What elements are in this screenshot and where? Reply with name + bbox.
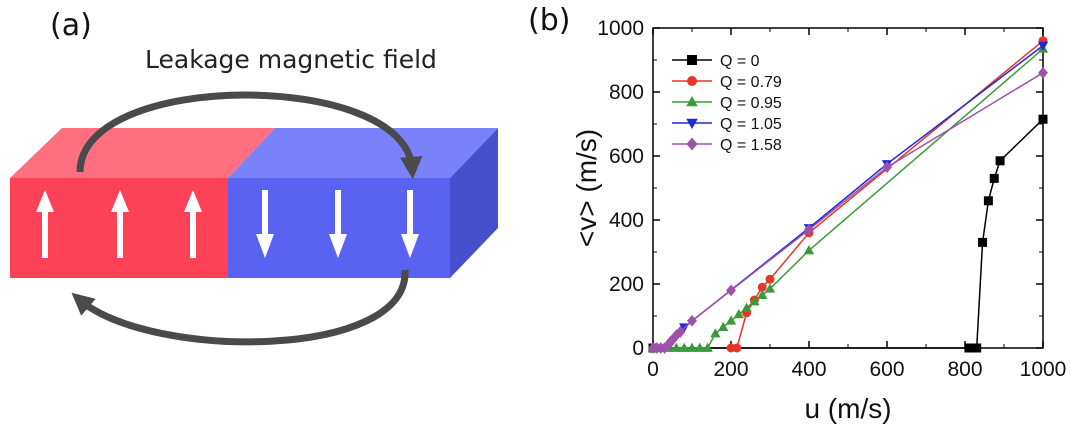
data-point bbox=[732, 343, 742, 353]
data-point bbox=[675, 326, 686, 338]
x-tick-label: 400 bbox=[791, 358, 826, 381]
up-arrow-icon bbox=[111, 190, 129, 258]
data-point bbox=[1038, 114, 1048, 124]
y-axis-title: <v> (m/s) bbox=[571, 129, 602, 247]
y-tick-label: 1000 bbox=[597, 17, 644, 40]
y-tick-label: 400 bbox=[609, 209, 644, 232]
legend-marker bbox=[686, 96, 698, 107]
data-point bbox=[989, 173, 999, 183]
data-point bbox=[995, 156, 1005, 166]
x-axis-title: u (m/s) bbox=[804, 393, 891, 424]
data-point bbox=[765, 274, 775, 284]
data-point bbox=[687, 314, 697, 327]
y-tick-label: 800 bbox=[609, 81, 644, 104]
down-arrow-icon bbox=[256, 190, 274, 258]
data-point bbox=[659, 342, 670, 354]
series-line bbox=[731, 40, 1044, 349]
data-point bbox=[694, 342, 705, 352]
down-arrow-icon bbox=[329, 190, 347, 258]
data-point bbox=[1037, 41, 1049, 51]
data-point bbox=[710, 328, 721, 338]
data-point bbox=[733, 309, 744, 319]
blue-domain-top bbox=[228, 128, 498, 178]
data-point bbox=[679, 342, 690, 352]
data-point bbox=[757, 282, 767, 292]
legend-label: Q = 0.79 bbox=[720, 74, 782, 91]
data-point bbox=[757, 289, 768, 300]
legend-label: Q = 0 bbox=[720, 53, 760, 70]
y-tick-label: 200 bbox=[609, 273, 644, 296]
up-arrow-icon bbox=[184, 190, 202, 258]
velocity-chart: 0 200 400 600 800 1000 0 200 400 600 800 1000 u (m/s… bbox=[571, 17, 1066, 424]
data-point bbox=[1038, 66, 1048, 79]
leakage-field-caption: Leakage magnetic field bbox=[145, 45, 437, 74]
series-line bbox=[653, 72, 1044, 349]
field-line-bottom bbox=[71, 269, 409, 346]
data-point bbox=[804, 223, 814, 236]
panel-a: (a) Leakage magnetic field bbox=[10, 8, 498, 346]
data-point bbox=[671, 329, 682, 342]
x-tick-label: 1000 bbox=[1020, 358, 1067, 381]
down-arrow-icon bbox=[401, 190, 419, 258]
x-tick-label: 200 bbox=[713, 358, 748, 381]
y-tick-label: 0 bbox=[632, 337, 644, 360]
panel-a-label: (a) bbox=[50, 8, 92, 43]
x-tick-label: 600 bbox=[869, 358, 904, 381]
y-tick-label: 600 bbox=[609, 145, 644, 168]
data-point bbox=[972, 343, 982, 353]
data-point bbox=[725, 315, 737, 325]
panel-b: (b) 0 200 400 600 800 1000 0 200 400 600 800 1000 u … bbox=[528, 3, 1066, 424]
data-point bbox=[764, 283, 776, 293]
panel-b-label: (b) bbox=[528, 3, 570, 38]
magnetization-down-arrows bbox=[256, 190, 419, 258]
legend-label: Q = 1.58 bbox=[720, 137, 782, 154]
data-point bbox=[741, 302, 752, 312]
data-point bbox=[702, 342, 713, 352]
plot-frame bbox=[652, 27, 1044, 349]
legend-marker bbox=[687, 76, 697, 86]
data-point bbox=[983, 196, 993, 206]
magnetization-up-arrows bbox=[36, 190, 202, 258]
data-point bbox=[978, 237, 988, 247]
series-line bbox=[653, 118, 1044, 349]
x-tick-label: 0 bbox=[647, 358, 659, 381]
legend-marker bbox=[687, 55, 697, 65]
up-arrow-icon bbox=[36, 190, 54, 258]
legend-marker bbox=[686, 137, 698, 151]
data-point bbox=[671, 342, 682, 352]
red-domain-top bbox=[10, 128, 275, 178]
data-point bbox=[803, 245, 815, 255]
data-point bbox=[686, 342, 698, 352]
legend-label: Q = 0.95 bbox=[720, 95, 782, 112]
field-line-top bbox=[76, 91, 423, 180]
data-point bbox=[749, 296, 760, 306]
data-point bbox=[882, 161, 892, 174]
blue-domain-side bbox=[450, 128, 498, 278]
data-point bbox=[718, 321, 729, 332]
legend-label: Q = 1.05 bbox=[720, 116, 782, 133]
data-point bbox=[726, 284, 736, 297]
data-point bbox=[964, 343, 974, 353]
legend-marker bbox=[686, 118, 698, 129]
x-tick-label: 800 bbox=[947, 358, 982, 381]
